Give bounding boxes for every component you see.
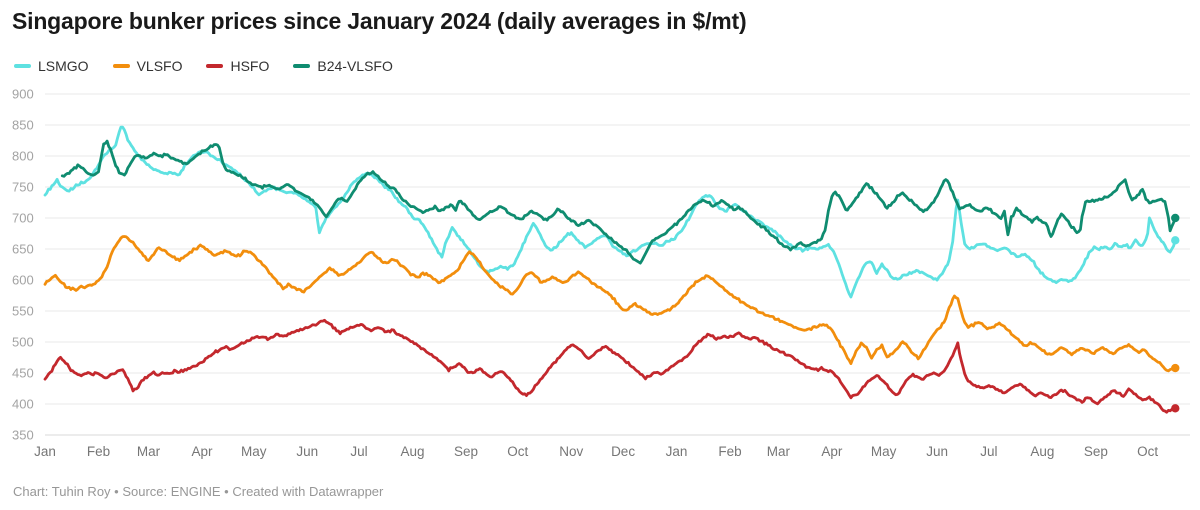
x-axis-tick-label: Feb (718, 444, 741, 459)
y-axis-tick-label: 700 (12, 211, 34, 226)
y-axis-tick-label: 600 (12, 273, 34, 288)
legend-label: LSMGO (38, 58, 89, 74)
legend-swatch-icon (14, 64, 31, 68)
y-axis-tick-label: 800 (12, 149, 34, 164)
x-axis-tick-label: Dec (611, 444, 635, 459)
chart-source-footer: Chart: Tuhin Roy • Source: ENGINE • Crea… (13, 484, 384, 499)
page-title: Singapore bunker prices since January 20… (12, 8, 747, 34)
x-axis-tick-label: May (871, 444, 897, 459)
x-axis-tick-label: Jan (34, 444, 56, 459)
x-axis-tick-label: Aug (401, 444, 425, 459)
series-end-dot-hsfo (1171, 404, 1180, 413)
x-axis-tick-label: Apr (192, 444, 214, 459)
series-end-dot-b24-vlsfo (1171, 213, 1180, 223)
legend-item-hsfo: HSFO (206, 58, 269, 74)
series-line-hsfo (43, 318, 1177, 414)
x-axis-tick-label: Jul (350, 444, 367, 459)
series-end-dot-vlsfo (1171, 363, 1180, 373)
x-axis-tick-label: Jul (980, 444, 997, 459)
chart-legend: LSMGO VLSFO HSFO B24-VLSFO (14, 58, 393, 74)
series-end-dot-lsmgo (1171, 236, 1180, 245)
x-axis-tick-label: Jan (666, 444, 688, 459)
y-axis-tick-label: 900 (12, 87, 34, 102)
legend-swatch-icon (293, 64, 311, 68)
y-axis-tick-label: 350 (12, 428, 34, 443)
y-axis-tick-label: 850 (12, 118, 34, 133)
y-axis-tick-label: 750 (12, 180, 34, 195)
x-axis-tick-label: Aug (1030, 444, 1054, 459)
x-axis-tick-label: Sep (1084, 444, 1108, 459)
series-line-lsmgo (43, 125, 1177, 299)
y-axis-tick-label: 650 (12, 242, 34, 257)
x-axis-tick-label: Apr (821, 444, 843, 459)
legend-label: VLSFO (136, 58, 183, 74)
x-axis-tick-label: Sep (454, 444, 478, 459)
legend-item-b24-vlsfo: B24-VLSFO (293, 58, 393, 74)
y-axis-tick-label: 550 (12, 304, 34, 319)
series-line-b24-vlsfo (60, 139, 1177, 265)
legend-item-vlsfo: VLSFO (112, 58, 183, 74)
legend-swatch-icon (112, 64, 130, 68)
legend-swatch-icon (206, 64, 224, 68)
x-axis-tick-label: Jun (926, 444, 948, 459)
y-axis-tick-label: 400 (12, 397, 34, 412)
y-axis-tick-label: 450 (12, 366, 34, 381)
series-line-vlsfo (43, 235, 1177, 373)
legend-item-lsmgo: LSMGO (14, 58, 89, 74)
x-axis-tick-label: Mar (137, 444, 161, 459)
x-axis-tick-label: Jun (296, 444, 318, 459)
y-axis-tick-label: 500 (12, 335, 34, 350)
legend-label: HSFO (230, 58, 270, 74)
x-axis-tick-label: Nov (559, 444, 583, 459)
x-axis-tick-label: Oct (507, 444, 528, 459)
x-axis-tick-label: Feb (87, 444, 110, 459)
legend-label: B24-VLSFO (317, 58, 393, 74)
x-axis-tick-label: Mar (767, 444, 791, 459)
x-axis-tick-label: May (241, 444, 267, 459)
x-axis-tick-label: Oct (1137, 444, 1158, 459)
